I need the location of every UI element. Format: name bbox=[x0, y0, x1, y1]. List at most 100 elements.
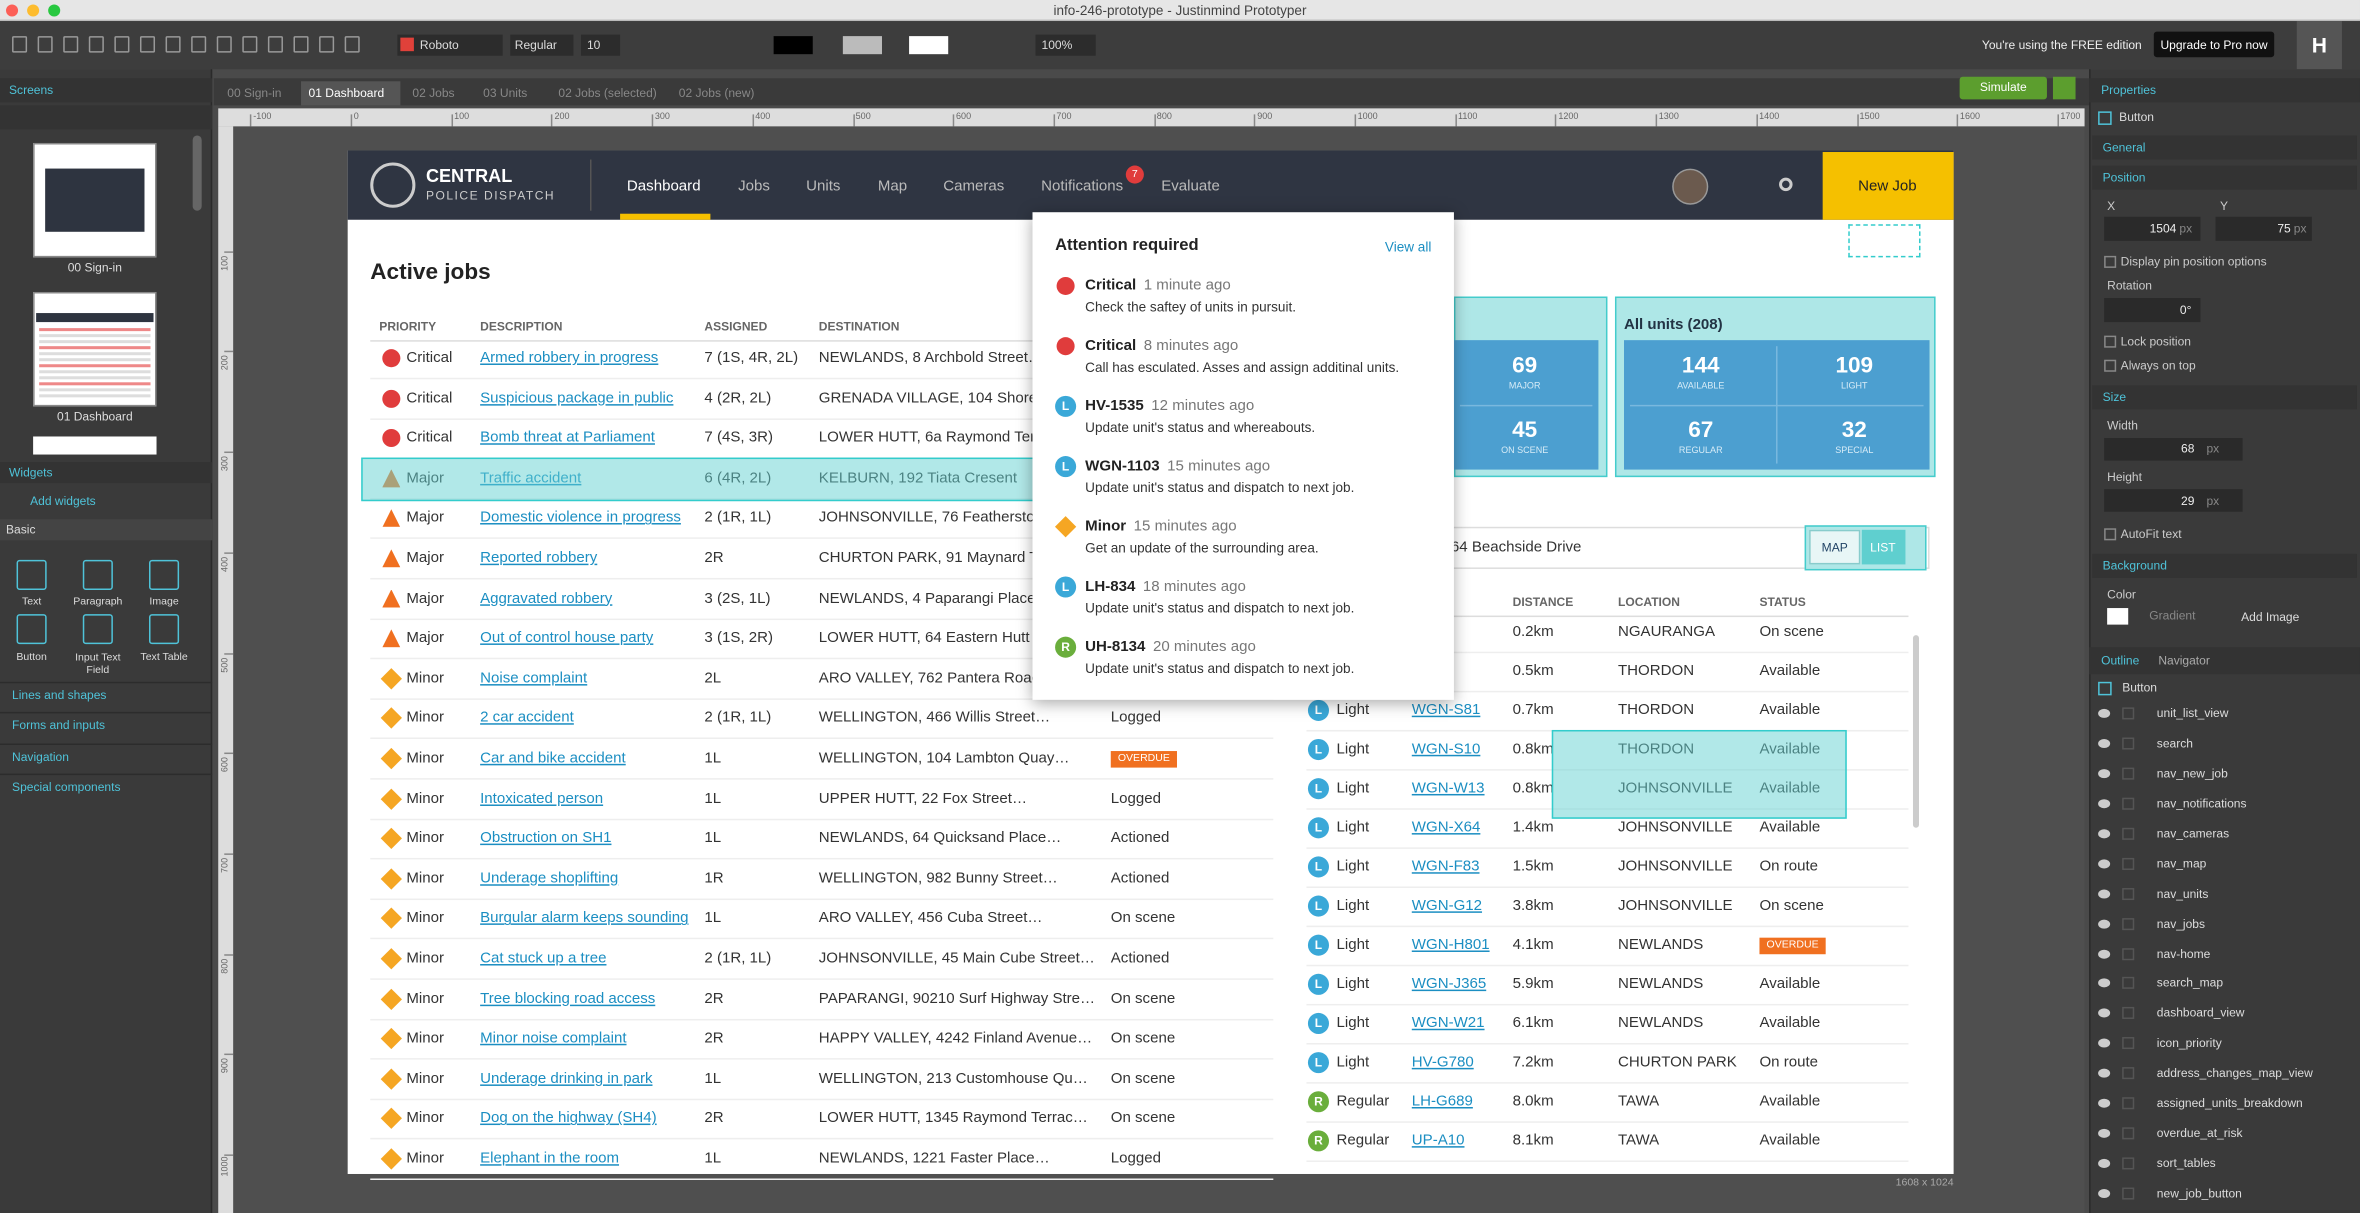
tab[interactable]: 02 Jobs (new) bbox=[678, 86, 755, 101]
visibility-icon[interactable] bbox=[2098, 708, 2111, 718]
nav-item[interactable]: Units bbox=[806, 178, 841, 195]
job-link[interactable]: Domestic violence in progress bbox=[480, 510, 681, 527]
unit-link[interactable]: LH-G689 bbox=[1411, 1093, 1473, 1111]
screen-thumb[interactable] bbox=[33, 291, 157, 407]
section-row[interactable] bbox=[0, 711, 213, 739]
visibility-icon[interactable] bbox=[2098, 858, 2111, 868]
outline-item[interactable]: nav_map bbox=[2156, 856, 2207, 871]
lock-box[interactable] bbox=[2122, 917, 2135, 930]
panel-tab[interactable]: Outline bbox=[2101, 653, 2140, 668]
unit-link[interactable]: WGN-S81 bbox=[1411, 702, 1481, 719]
section-row[interactable] bbox=[0, 773, 213, 801]
section-bar[interactable] bbox=[2092, 385, 2357, 410]
outline-item[interactable]: search_map bbox=[2156, 976, 2224, 991]
nav-item[interactable]: Jobs bbox=[738, 178, 770, 195]
job-link[interactable]: Suspicious package in public bbox=[480, 389, 674, 407]
tool-icon[interactable] bbox=[267, 36, 283, 53]
avatar[interactable] bbox=[1672, 168, 1709, 205]
tool-icon[interactable] bbox=[344, 36, 360, 53]
outline-item[interactable]: sort_tables bbox=[2156, 1156, 2216, 1171]
lock-box[interactable] bbox=[2122, 1007, 2135, 1020]
tab[interactable]: 02 Jobs (selected) bbox=[558, 86, 657, 101]
visibility-icon[interactable] bbox=[2098, 1069, 2111, 1079]
unit-link[interactable]: HV-G780 bbox=[1411, 1054, 1474, 1071]
tool-icon[interactable] bbox=[216, 36, 232, 53]
unit-link[interactable]: WGN-J365 bbox=[1411, 976, 1487, 993]
job-link[interactable]: Cat stuck up a tree bbox=[480, 950, 607, 968]
widget-icon[interactable] bbox=[82, 559, 113, 590]
add-image[interactable]: Add Image bbox=[2241, 610, 2300, 624]
settings-button[interactable] bbox=[2052, 76, 2076, 100]
visibility-icon[interactable] bbox=[2098, 828, 2111, 838]
job-link[interactable]: Out of control house party bbox=[480, 630, 654, 647]
outline-item[interactable]: nav_units bbox=[2156, 886, 2209, 901]
zoom-select[interactable] bbox=[1035, 34, 1096, 56]
lock-box[interactable] bbox=[2122, 947, 2135, 960]
section-row[interactable] bbox=[0, 743, 213, 771]
color-swatch[interactable] bbox=[2107, 608, 2129, 625]
search-icon[interactable] bbox=[1779, 177, 1793, 192]
unit-link[interactable]: WGN-X64 bbox=[1411, 819, 1481, 837]
unit-link[interactable]: UP-A10 bbox=[1411, 1132, 1465, 1150]
lock-box[interactable] bbox=[2122, 1187, 2135, 1200]
outline-item[interactable]: search bbox=[2156, 736, 2193, 751]
checkbox[interactable] bbox=[2104, 335, 2117, 348]
tool-icon[interactable] bbox=[37, 36, 53, 53]
lock-box[interactable] bbox=[2122, 977, 2135, 990]
lock-box[interactable] bbox=[2122, 1097, 2135, 1110]
widget-icon[interactable] bbox=[149, 559, 180, 590]
section-bar[interactable] bbox=[2092, 553, 2357, 578]
tool-icon[interactable] bbox=[139, 36, 156, 53]
lock-box[interactable] bbox=[2122, 857, 2135, 870]
widget-icon[interactable] bbox=[16, 559, 47, 590]
job-link[interactable]: Minor noise complaint bbox=[480, 1030, 627, 1048]
job-link[interactable]: Underage shoplifting bbox=[480, 870, 619, 887]
font-select[interactable] bbox=[397, 34, 503, 56]
input[interactable] bbox=[2104, 489, 2243, 512]
visibility-icon[interactable] bbox=[2098, 948, 2111, 959]
screen-thumb[interactable] bbox=[33, 436, 157, 455]
new-job-button[interactable] bbox=[1822, 152, 1954, 220]
visibility-icon[interactable] bbox=[2098, 1129, 2111, 1139]
outline-item[interactable]: assigned_units_breakdown bbox=[2156, 1096, 2303, 1111]
checkbox[interactable] bbox=[2104, 359, 2117, 372]
tool-icon[interactable] bbox=[242, 36, 258, 53]
outline-item[interactable]: nav_new_job bbox=[2156, 766, 2228, 781]
visibility-icon[interactable] bbox=[2098, 1099, 2111, 1109]
lock-box[interactable] bbox=[2122, 1067, 2135, 1080]
unit-link[interactable]: WGN-H801 bbox=[1411, 936, 1490, 954]
tab[interactable]: 00 Sign-in bbox=[227, 86, 282, 101]
job-link[interactable]: Aggravated robbery bbox=[480, 590, 613, 607]
lock-box[interactable] bbox=[2122, 707, 2135, 720]
window-button[interactable] bbox=[48, 4, 61, 17]
nav-item[interactable]: Cameras bbox=[943, 178, 1005, 195]
list-button[interactable] bbox=[1861, 529, 1906, 565]
unit-link[interactable]: WGN-W21 bbox=[1411, 1015, 1485, 1032]
tab[interactable]: 02 Jobs bbox=[412, 86, 455, 101]
weight-select[interactable] bbox=[510, 34, 574, 56]
job-link[interactable]: Underage drinking in park bbox=[480, 1070, 653, 1088]
unit-link[interactable]: WGN-W13 bbox=[1411, 780, 1485, 797]
visibility-icon[interactable] bbox=[2098, 978, 2111, 989]
visibility-icon[interactable] bbox=[2098, 888, 2111, 898]
lock-box[interactable] bbox=[2122, 737, 2135, 750]
outline-item[interactable]: unit_list_view bbox=[2156, 706, 2229, 721]
tool-icon[interactable] bbox=[293, 36, 309, 53]
input[interactable] bbox=[2104, 437, 2243, 461]
tool-icon[interactable] bbox=[88, 36, 104, 53]
tool-icon[interactable] bbox=[63, 36, 79, 53]
job-link[interactable]: 2 car accident bbox=[480, 710, 574, 727]
outline-item[interactable]: new_job_button bbox=[2156, 1186, 2242, 1201]
visibility-icon[interactable] bbox=[2098, 738, 2111, 748]
nav-item[interactable]: Notifications bbox=[1041, 178, 1124, 195]
user-button[interactable] bbox=[2296, 21, 2342, 70]
input[interactable] bbox=[2104, 298, 2201, 323]
visibility-icon[interactable] bbox=[2098, 1039, 2111, 1049]
widget-icon[interactable] bbox=[16, 614, 47, 645]
visibility-icon[interactable] bbox=[2098, 1189, 2111, 1199]
job-link[interactable]: Car and bike accident bbox=[480, 750, 626, 767]
unit-link[interactable]: WGN-F83 bbox=[1411, 858, 1480, 876]
job-link[interactable]: Reported robbery bbox=[480, 550, 598, 567]
section-row[interactable] bbox=[0, 681, 213, 709]
add-widgets[interactable]: Add widgets bbox=[30, 494, 96, 508]
